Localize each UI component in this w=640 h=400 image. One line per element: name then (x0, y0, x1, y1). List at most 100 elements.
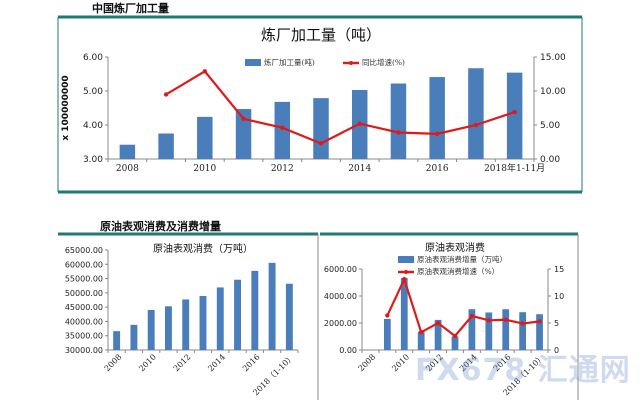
x-tick-label: 2010 (137, 352, 158, 373)
line-point (357, 121, 362, 126)
line-point (318, 141, 324, 146)
y-tick-label: 60000.00 (65, 260, 103, 269)
y2-tick-label: 15.00 (540, 53, 566, 63)
y2-tick-label: 0 (554, 346, 559, 355)
x-tick-label: 2010 (193, 164, 216, 174)
bar-2016 (429, 77, 445, 159)
y-tick-label: 3.00 (83, 155, 103, 165)
line-point (537, 319, 542, 324)
bar-2016 (251, 270, 259, 350)
bar-2016 (502, 309, 510, 350)
section-title-crude: 原油表观消费及消费增量 (100, 220, 221, 233)
bar-2018（1-10） (536, 314, 543, 350)
line-point (241, 116, 246, 122)
line-point (503, 317, 508, 322)
bar-2012 (274, 101, 291, 159)
bar-2015 (390, 83, 407, 159)
y2-tick-label: 0.00 (540, 155, 560, 165)
y-tick-label: 2000.00 (324, 319, 357, 328)
line-point (452, 333, 458, 339)
line-point (385, 313, 390, 318)
x-tick-label: 2014 (206, 352, 227, 373)
bar-2017 (468, 68, 484, 159)
bar-2017 (268, 262, 276, 350)
line-point (520, 321, 525, 326)
bar-2008 (113, 331, 121, 350)
line-point (418, 329, 424, 335)
line-point (402, 277, 407, 282)
x-tick-label: 2012 (271, 164, 294, 174)
bar-2014 (216, 287, 224, 350)
chart-title: 炼厂加工量（吨） (261, 26, 381, 44)
line-point (469, 313, 475, 319)
section-title-refinery: 中国炼厂加工量 (92, 2, 169, 15)
watermark-logo: FX678 汇通网 (415, 353, 631, 388)
y-tick-label: 4.00 (83, 121, 103, 131)
bar-2012 (434, 319, 442, 350)
line-series (386, 276, 540, 338)
bar-2011 (417, 331, 425, 350)
bar-2015 (485, 312, 493, 350)
y-tick-label: 6000.00 (324, 265, 357, 274)
legend-label: 原油表观消费增速（%） (417, 266, 499, 276)
x-tick-label: 2018年1-11月 (484, 162, 545, 174)
bar-2013 (199, 296, 207, 350)
legend-marker (349, 61, 353, 65)
y-axis-label: x 100000000 (61, 75, 71, 140)
legend-swatch-bar (245, 59, 261, 66)
line-point (486, 318, 492, 323)
line-point (202, 69, 208, 74)
line-point (280, 125, 285, 130)
y-tick-label: 35000.00 (65, 332, 103, 341)
bar-2009 (383, 318, 391, 350)
bar-2012 (182, 299, 190, 350)
y2-tick-label: 10.00 (540, 87, 566, 97)
x-tick-label: 2008 (103, 352, 124, 373)
bar-2010 (400, 278, 408, 350)
chart-title: 原油表观消费 (425, 241, 485, 254)
y-tick-label: 45000.00 (65, 303, 103, 312)
x-tick-label: 2016 (241, 352, 262, 373)
line-point (473, 122, 479, 128)
x-tick-label: 2008 (116, 164, 139, 174)
bar-2013 (451, 336, 459, 350)
legend-label: 炼厂加工量(吨) (264, 57, 315, 67)
legend-marker (404, 270, 408, 274)
y-tick-label: 30000.00 (65, 346, 103, 355)
line-series (165, 69, 515, 145)
bar-2017 (519, 312, 527, 350)
bar-2014 (468, 309, 476, 350)
line-point (163, 92, 169, 97)
x-tick-label: 2008 (357, 352, 378, 373)
bar-2010 (147, 310, 155, 350)
y-tick-label: 6.00 (83, 53, 103, 63)
line-point (434, 131, 440, 137)
line-point (512, 109, 517, 115)
legend-label: 原油表观消费增量（万吨） (417, 254, 507, 264)
y-tick-label: 55000.00 (65, 275, 103, 284)
x-tick-label: 2014 (348, 164, 371, 174)
y-tick-label: 50000.00 (65, 289, 103, 298)
y2-tick-label: 5.00 (540, 121, 560, 131)
bar-2008 (119, 144, 136, 159)
legend-swatch-bar (398, 256, 414, 263)
legend-label: 同比增速(%) (362, 57, 405, 67)
line-point (435, 320, 441, 326)
y-tick-label: 4000.00 (324, 292, 357, 301)
y2-tick-label: 15 (554, 265, 564, 274)
line-point (396, 130, 401, 135)
y-tick-label: 40000.00 (65, 317, 103, 326)
bar-2018（1-10） (285, 283, 293, 350)
bar-2010 (197, 116, 213, 159)
y-tick-label: 65000.00 (65, 246, 103, 255)
x-tick-label: 2010 (390, 352, 411, 373)
bar-2011 (235, 109, 252, 159)
y2-tick-label: 10 (554, 292, 564, 301)
bar-2018年1-11月 (506, 72, 523, 159)
y2-tick-label: 5 (554, 319, 559, 328)
bar-2011 (165, 306, 172, 350)
bar-2009 (130, 324, 138, 350)
y-tick-label: 0.00 (339, 346, 357, 355)
x-tick-label: 2016 (426, 164, 449, 174)
